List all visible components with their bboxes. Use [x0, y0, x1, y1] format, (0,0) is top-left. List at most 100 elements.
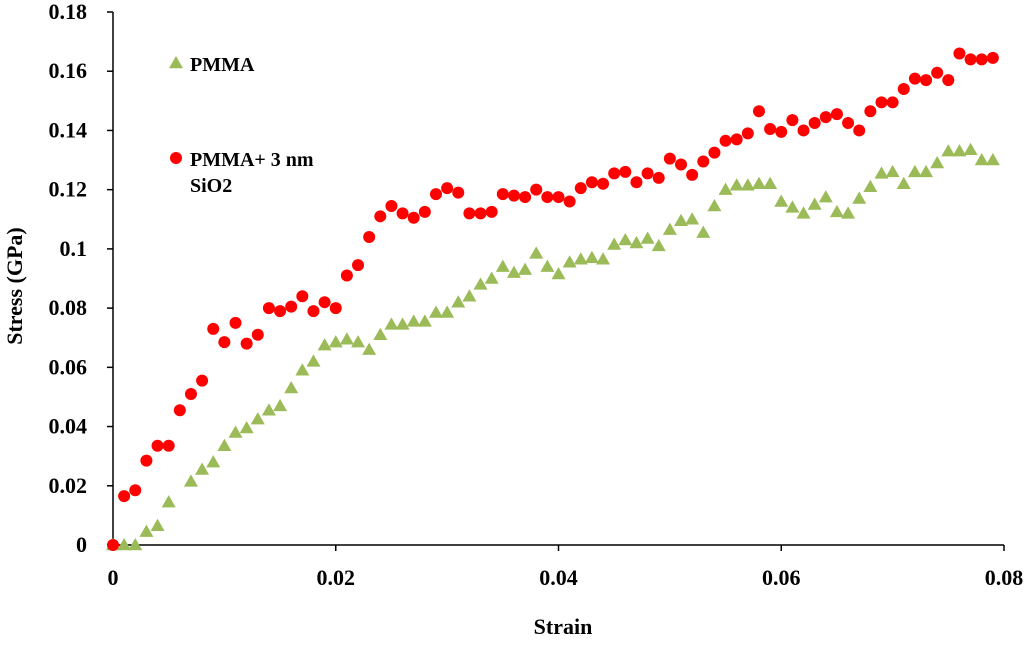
data-point — [117, 538, 132, 551]
data-point — [462, 289, 477, 302]
data-point — [708, 146, 721, 159]
data-point — [897, 82, 910, 95]
data-point — [228, 425, 243, 438]
data-point — [674, 213, 689, 227]
data-point — [496, 188, 509, 201]
data-point — [641, 167, 654, 180]
data-point — [920, 74, 933, 87]
data-point — [963, 142, 978, 155]
data-point — [251, 328, 264, 341]
data-point — [352, 259, 365, 272]
data-point — [942, 74, 955, 87]
x-tick-label: 0.08 — [985, 565, 1024, 590]
data-point — [953, 47, 966, 60]
data-point — [307, 305, 320, 318]
legend-swatch — [169, 56, 183, 69]
data-point — [697, 155, 710, 168]
data-point — [407, 211, 420, 224]
data-point — [675, 158, 688, 171]
data-point — [585, 176, 598, 189]
data-point — [161, 495, 176, 508]
data-point — [775, 125, 788, 138]
data-point — [663, 152, 676, 165]
data-point — [886, 96, 899, 109]
data-point — [485, 205, 498, 218]
data-point — [362, 342, 377, 355]
data-point — [529, 246, 544, 259]
data-point — [819, 111, 832, 124]
data-point — [729, 178, 744, 191]
data-point — [807, 197, 822, 210]
data-point — [763, 176, 778, 189]
data-point — [474, 207, 487, 220]
data-point — [885, 164, 900, 178]
data-point — [551, 267, 566, 280]
x-axis-title: Strain — [534, 614, 593, 639]
y-tick-label: 0.16 — [49, 58, 88, 83]
data-point — [173, 404, 186, 417]
data-point — [908, 72, 921, 85]
data-point — [317, 338, 332, 351]
data-point — [207, 322, 220, 335]
data-point — [273, 398, 288, 412]
data-point — [864, 105, 877, 118]
data-point — [373, 327, 388, 341]
data-point — [519, 191, 532, 204]
y-tick-label: 0.12 — [49, 177, 88, 202]
data-point — [129, 484, 142, 497]
data-point — [384, 317, 399, 330]
x-tick-label: 0.02 — [317, 565, 356, 590]
data-point — [573, 252, 588, 265]
x-tick-label: 0 — [108, 565, 119, 590]
data-point — [428, 305, 443, 318]
data-point — [852, 191, 867, 204]
data-point — [128, 538, 143, 551]
data-point — [941, 144, 956, 157]
data-point — [952, 144, 967, 157]
data-point — [162, 439, 175, 452]
tick-labels: 0 0.02 0.04 0.06 0.08 0 0.02 0.04 0.06 0.08 0.1 0.1… — [49, 0, 1024, 590]
data-point — [229, 316, 242, 329]
legend-label: PMMA+ 3 nm — [190, 149, 314, 171]
data-point — [764, 122, 777, 135]
data-point — [329, 302, 342, 315]
data-point — [184, 387, 197, 400]
series-1 — [106, 142, 1000, 551]
data-point — [262, 302, 275, 315]
data-point — [530, 183, 543, 196]
data-point — [295, 363, 310, 376]
data-point — [874, 166, 889, 179]
data-point — [863, 179, 878, 192]
y-tick-label: 0.02 — [49, 473, 88, 498]
data-point — [440, 305, 455, 318]
data-point — [931, 66, 944, 79]
data-point — [418, 205, 431, 218]
data-point — [261, 403, 276, 416]
data-point — [218, 336, 231, 349]
data-point — [441, 182, 454, 195]
data-point — [183, 474, 198, 487]
data-point — [896, 176, 911, 189]
data-point — [328, 335, 343, 348]
data-point — [150, 518, 165, 532]
data-point — [484, 271, 499, 284]
data-point — [907, 164, 922, 178]
legend-label: PMMA — [190, 54, 255, 76]
data-point — [406, 314, 421, 327]
data-point — [452, 186, 465, 199]
data-point — [719, 134, 732, 147]
data-point — [652, 171, 665, 184]
data-point — [740, 178, 755, 191]
data-point — [285, 300, 298, 313]
data-point — [552, 191, 565, 204]
data-point — [495, 259, 510, 272]
data-point — [151, 439, 164, 452]
data-point — [574, 182, 587, 195]
data-point — [597, 177, 610, 190]
data-point — [974, 153, 989, 166]
data-point — [607, 237, 622, 250]
data-point — [696, 225, 711, 238]
data-point — [541, 191, 554, 204]
